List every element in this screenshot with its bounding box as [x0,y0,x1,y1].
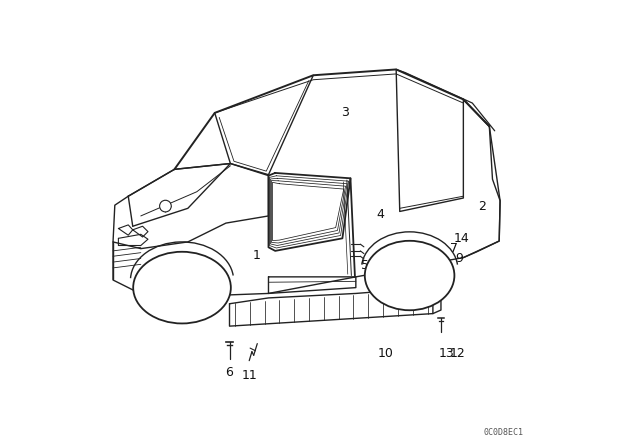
Text: 12: 12 [450,347,466,361]
Text: 14: 14 [453,232,469,245]
Text: 0C0D8EC1: 0C0D8EC1 [484,428,524,437]
Text: 9: 9 [455,252,463,266]
Text: 13: 13 [439,347,454,361]
Text: 11: 11 [241,369,257,382]
Text: 10: 10 [378,347,394,361]
Text: 7: 7 [451,242,458,255]
Text: 1: 1 [252,249,260,262]
Text: 4: 4 [376,207,385,221]
Ellipse shape [133,252,231,323]
Text: 2: 2 [478,200,486,214]
Text: 6: 6 [225,366,234,379]
Text: 5: 5 [361,258,369,272]
Text: 8: 8 [438,260,446,273]
Text: 3: 3 [340,106,349,120]
Circle shape [159,200,172,212]
Ellipse shape [365,241,454,310]
